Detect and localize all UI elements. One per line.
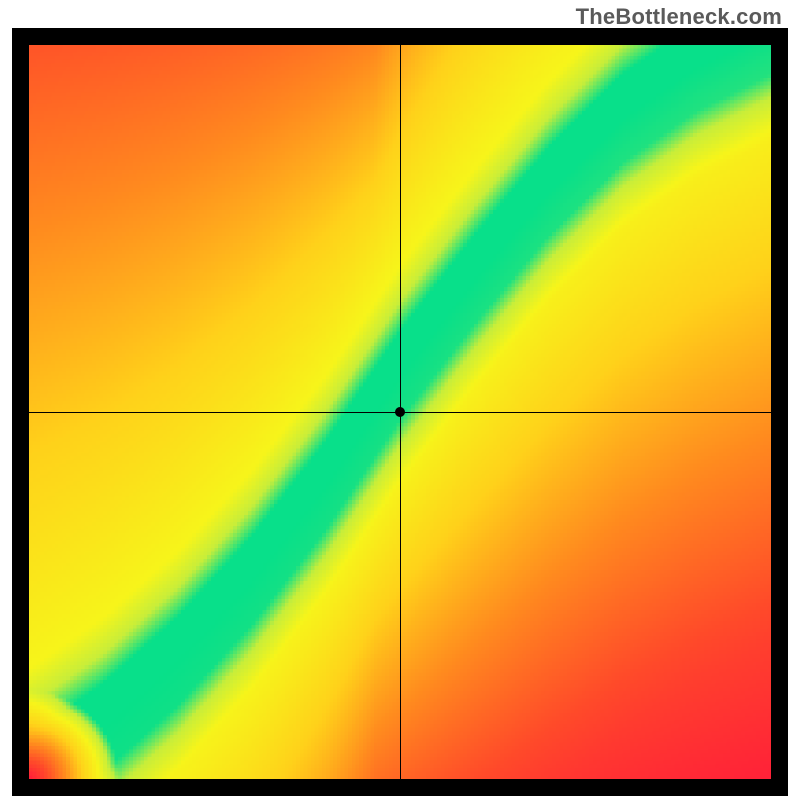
watermark-label: TheBottleneck.com xyxy=(576,4,782,30)
heatmap-plot-area xyxy=(29,45,771,779)
crosshair-marker-dot xyxy=(395,407,405,417)
bottleneck-heatmap-figure: { "figure": { "type": "heatmap", "source… xyxy=(0,0,800,800)
